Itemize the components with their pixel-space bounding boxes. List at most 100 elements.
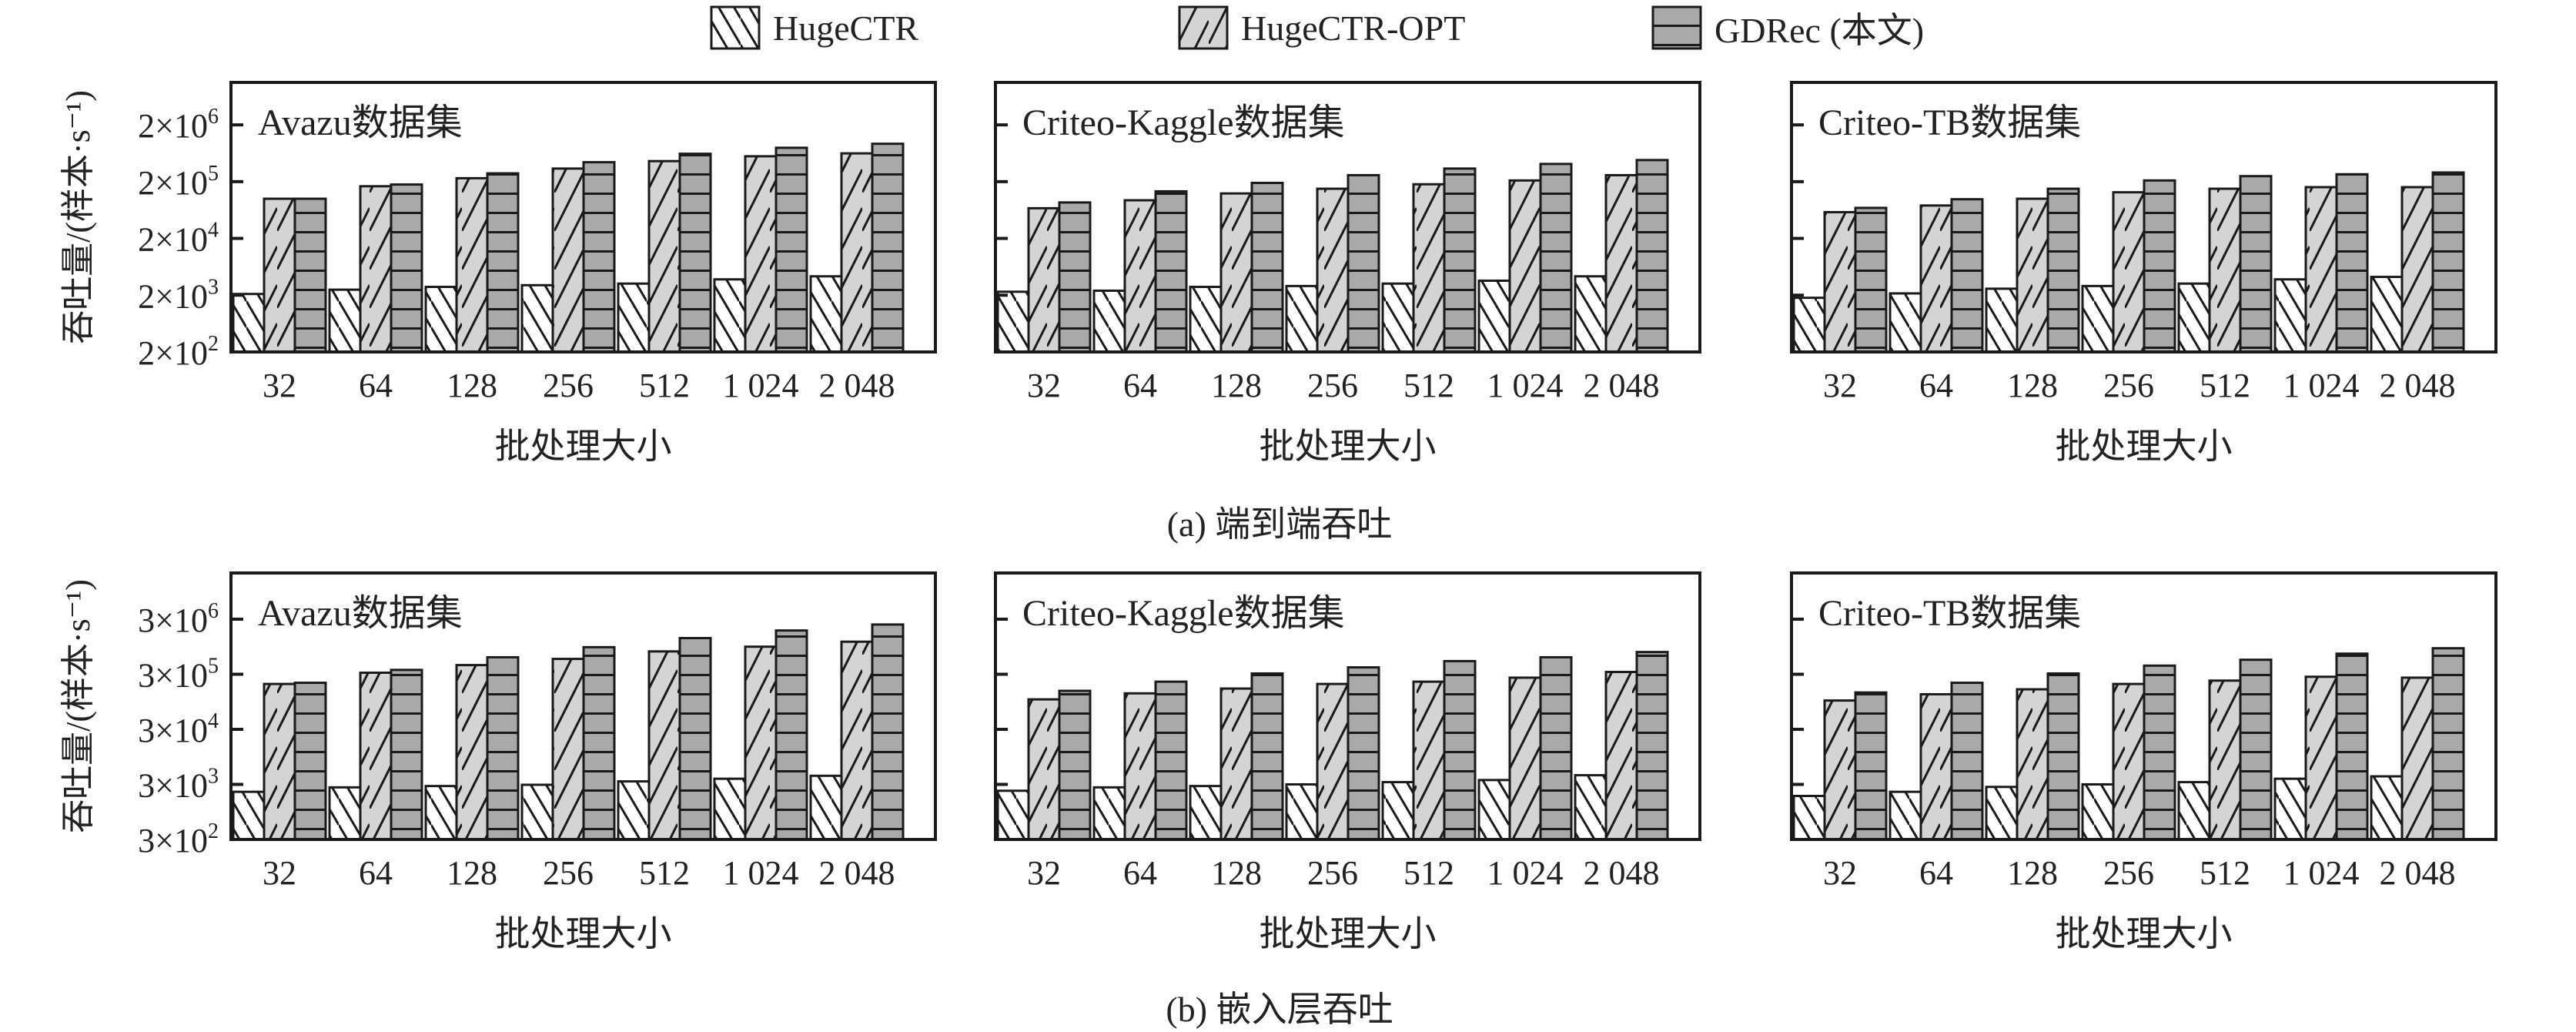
x-tick-label: 512 [2200,367,2250,404]
chart-panel-0: 32 64 128 256 512 1 024 2 048 2×102 2×103 2×104 2×… [138,81,937,466]
plot-frame [994,571,1701,841]
bar-hugectr-opt [1412,680,1446,841]
y-tick-label: 3×102 [138,819,219,859]
bar-hugectr [1792,795,1826,841]
legend-item-gdrec: GDRec (本文) [1651,3,1924,52]
bar-hugectr-opt [647,159,681,353]
bar-hugectr-opt [1508,179,1542,353]
bar-hugectr-opt [1823,699,1857,841]
bar-hugectr [2177,781,2211,841]
x-tick-label: 128 [447,367,497,404]
bar-hugectr [232,293,266,353]
bar-hugectr-opt [1316,682,1350,841]
bar-gdrec [2239,658,2273,841]
bar-gdrec [486,655,520,841]
bar-hugectr-opt [263,682,296,841]
bar-hugectr-opt [359,185,393,353]
legend-item-hugectr-opt: HugeCTR-OPT [1178,3,1465,52]
x-axis-label: 批处理大小 [1260,914,1437,953]
x-tick-label: 256 [2103,854,2154,892]
x-axis-label: 批处理大小 [495,427,672,466]
bar-hugectr-opt [744,645,778,841]
bar-gdrec [1950,198,1984,353]
bar-hugectr-opt [2304,186,2338,353]
plot-frame [1790,571,2497,841]
x-tick-label: 1 024 [1487,367,1564,404]
bar-gdrec [1539,655,1573,841]
bar-gdrec [2335,652,2369,841]
x-axis-label: 批处理大小 [495,914,672,953]
x-tick-label: 1 024 [723,367,799,404]
bar-gdrec [2143,664,2176,841]
caption-a: (a) 端到端吞吐 [1166,504,1393,544]
bar-hugectr-opt [2016,688,2049,841]
bar-gdrec [1154,680,1188,841]
chart-panel-1: 32 64 128 256 512 1 024 2 048 Criteo-Kaggle数据集批… [994,81,1701,466]
x-tick-label: 64 [1123,854,1157,892]
bar-hugectr-opt [1919,204,1953,353]
chart-panel-4: 32 64 128 256 512 1 024 2 048 Criteo-Kaggle数据集批… [994,571,1701,953]
y-tick-label: 2×104 [138,219,219,259]
legend: HugeCTR HugeCTR-OPT GDRec (本文) [0,3,2576,57]
x-axis-label: 批处理大小 [2056,914,2233,953]
bar-hugectr [1381,781,1415,841]
bar-hugectr [2273,278,2307,353]
bar-hugectr [520,783,554,841]
bar-hugectr-opt [2016,197,2049,353]
bar-hugectr-opt [840,152,874,353]
bar-hugectr [1189,785,1223,841]
x-tick-label: 512 [2200,854,2250,892]
bar-gdrec [1443,167,1477,353]
bar-hugectr [1285,782,1319,841]
bar-hugectr-opt [2208,187,2242,353]
bar-hugectr-opt [840,640,874,841]
bar-gdrec [1347,666,1380,841]
y-tick-label: 3×103 [138,764,219,804]
bar-hugectr-opt [455,176,489,353]
panel-title: Avazu数据集 [258,102,463,143]
legend-label: GDRec (本文) [1715,11,1925,50]
y-tick-label: 2×102 [138,332,219,372]
x-tick-label: 64 [1123,367,1157,404]
x-tick-label: 64 [359,367,393,404]
bar-hugectr-opt [1508,676,1542,841]
bar-gdrec [1950,682,1984,841]
bar-gdrec [582,645,616,841]
x-tick-label: 2 048 [1584,367,1660,404]
plot-frame [994,81,1701,353]
bar-hugectr [520,283,554,353]
bar-gdrec [2239,175,2273,353]
bar-gdrec [2431,171,2465,353]
x-tick-label: 256 [1307,367,1358,404]
x-tick-label: 1 024 [723,854,799,892]
bar-gdrec [1635,159,1669,353]
x-tick-label: 64 [1919,854,1953,892]
bar-hugectr [1889,292,1922,353]
bar-gdrec [678,637,712,841]
legend-label: HugeCTR [773,8,919,48]
bar-gdrec [2046,672,2080,841]
bar-gdrec [774,146,808,353]
bar-hugectr [2177,282,2211,353]
bar-hugectr [1574,774,1607,841]
x-tick-label: 128 [447,854,497,892]
bar-gdrec [1854,206,1888,353]
bar-gdrec [293,682,327,841]
bar-hugectr [232,790,266,841]
chart-panel-3: 32 64 128 256 512 1 024 2 048 3×102 3×103 3×104 3×… [138,571,937,953]
bar-gdrec [2335,173,2369,353]
y-tick-label: 3×106 [138,599,219,639]
bar-gdrec [293,197,327,353]
x-tick-label: 32 [263,367,296,404]
bar-hugectr [1381,282,1415,353]
bar-hugectr [809,774,843,841]
legend-swatch-hugectr-opt [1178,5,1229,50]
bar-gdrec [2431,647,2465,841]
bar-hugectr-opt [1219,687,1253,841]
bar-hugectr-opt [1027,698,1061,841]
x-tick-label: 2 048 [2380,367,2456,404]
bar-hugectr [1985,287,2019,353]
x-tick-label: 256 [543,367,594,404]
